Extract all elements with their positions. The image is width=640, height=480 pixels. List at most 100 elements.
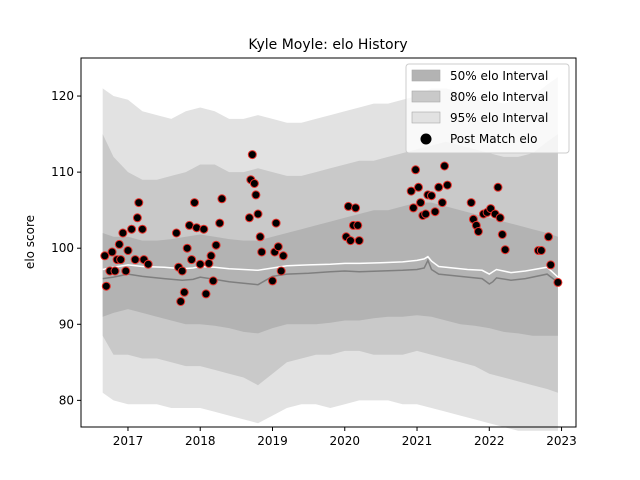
legend-swatch [411,90,441,103]
post-match-point [171,228,181,238]
post-match-point [536,246,546,255]
y-tick-label: 80 [59,393,74,407]
legend-swatch [411,111,441,124]
post-match-point [257,247,267,257]
post-match-point [195,259,205,269]
post-match-point [137,224,147,234]
elo-lines [102,255,559,286]
post-match-point [247,150,257,160]
post-match-point [201,289,211,299]
band-50-interval [102,202,558,336]
post-match-point [177,266,187,276]
post-match-point [276,266,286,276]
post-match-point [500,245,510,255]
post-match-point [497,230,507,239]
x-tick-label: 2023 [546,434,577,448]
post-match-point [134,198,144,208]
post-match-point [406,186,416,196]
legend: 50% elo Interval 80% elo Interval 95% elo … [405,63,570,154]
post-match-point [118,228,128,238]
x-tick-label: 2021 [402,434,433,448]
post-match-point [495,213,505,223]
post-match-point [268,276,277,286]
post-match-point [354,236,364,246]
x-tick-label: 2018 [185,434,216,448]
post-match-point [121,266,131,276]
post-match-point [493,182,503,192]
post-match-point [466,198,476,208]
post-match-point [204,258,214,268]
post-match-point [544,232,553,242]
post-match-point [215,218,225,228]
post-match-point [273,242,283,252]
legend-swatch [411,69,441,82]
post-match-point [411,165,421,175]
post-match-points [100,150,563,306]
legend-label: 50% elo Interval [450,69,548,83]
post-match-point [421,209,431,219]
post-match-point [416,198,426,208]
post-match-point [179,287,189,297]
post-match-point [255,232,265,242]
post-match-point [130,255,140,265]
post-match-point [346,236,355,246]
legend-label: Post Match elo [450,132,537,146]
post-match-point [199,224,209,234]
post-match-point [176,297,186,306]
post-match-point [217,194,227,204]
post-match-point [190,198,199,208]
legend-marker [420,133,432,145]
post-match-point [343,201,353,211]
post-match-point [437,198,447,208]
post-match-point [143,259,153,269]
post-match-point [116,255,126,265]
post-match-point [434,182,444,192]
post-match-point [249,179,259,188]
post-match-point [278,251,288,261]
y-tick-label: 110 [51,165,74,179]
mean-elo-line [102,255,559,278]
plot-area [100,77,563,431]
plot-frame [80,57,577,428]
post-match-point [206,251,216,261]
x-tick-label: 2019 [257,434,288,448]
post-match-point [351,203,361,213]
y-axis-title: elo score [23,215,37,269]
post-match-point [414,182,423,192]
post-match-point [553,277,563,287]
post-match-point [187,255,197,265]
post-match-point [244,213,254,223]
x-tick-label: 2022 [474,434,505,448]
post-match-point [408,203,418,213]
y-tick-label: 100 [51,241,74,255]
post-match-point [473,227,483,236]
legend-label: 80% elo Interval [450,90,548,104]
y-axis: 80 90 100 110 120 [51,89,81,407]
post-match-point [253,209,263,219]
post-match-point [208,276,218,286]
y-tick-label: 120 [51,89,74,103]
x-tick-label: 2020 [329,434,360,448]
post-match-point [427,191,436,201]
post-match-point [100,251,110,261]
legend-label: 95% elo Interval [450,111,548,125]
post-match-point [107,247,117,257]
y-tick-label: 90 [59,317,74,331]
x-tick-label: 2017 [113,434,144,448]
post-match-point [114,239,124,249]
post-match-point [442,180,452,190]
post-match-point [110,266,120,276]
post-match-point [182,243,192,253]
post-match-point [132,213,142,223]
chart-title: Kyle Moyle: elo History [248,37,407,53]
legend-box [405,63,570,154]
median-elo-line [102,258,559,286]
post-match-point [123,246,133,255]
post-match-point [211,240,221,250]
post-match-point [546,260,556,270]
post-match-point [440,161,449,171]
post-match-point [353,220,363,230]
post-match-point [251,190,261,200]
post-match-point [127,224,137,234]
